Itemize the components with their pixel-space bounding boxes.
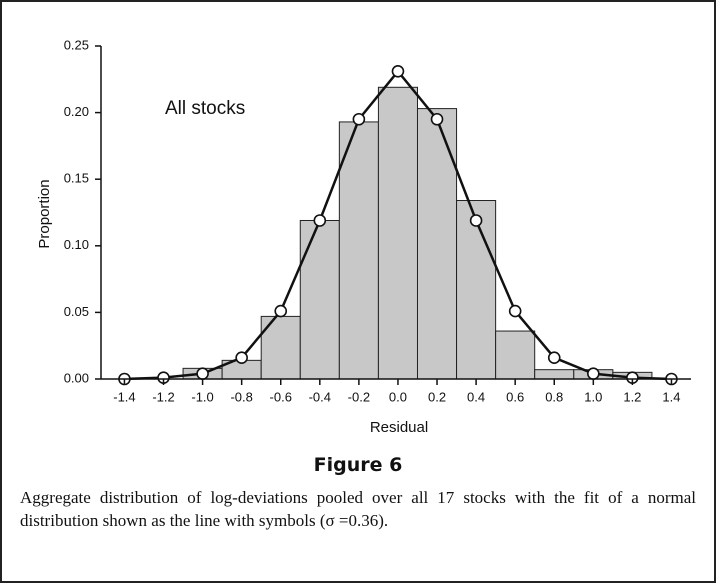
x-tick-label: -1.0 xyxy=(191,389,213,404)
fit-point xyxy=(235,351,248,364)
fit-point xyxy=(469,214,483,227)
fit-point xyxy=(547,351,561,364)
x-tick-label: -0.6 xyxy=(270,389,292,404)
y-axis-title: Proportion xyxy=(36,179,53,248)
fit-point xyxy=(352,112,366,126)
figure-caption: Aggregate distribution of log-deviations… xyxy=(20,488,696,530)
x-tick-label: -0.4 xyxy=(309,389,331,404)
x-tick-label: -1.2 xyxy=(152,389,174,404)
bar xyxy=(299,219,340,380)
x-tick-label: 0.2 xyxy=(428,389,446,404)
y-tick-label: 0.10 xyxy=(64,237,89,252)
x-tick-label: 1.2 xyxy=(623,389,641,404)
y-tick-label: 0.15 xyxy=(64,171,89,186)
bar xyxy=(377,86,418,380)
fit-point xyxy=(313,214,327,227)
bar xyxy=(495,330,536,380)
chart: All stocks Residual Proportion 0.00 0.05 0… xyxy=(36,37,691,436)
figure-label: Figure 6 xyxy=(313,454,403,476)
x-tick-label: -0.2 xyxy=(348,389,370,404)
y-tick-label: 0.20 xyxy=(64,104,89,119)
bar xyxy=(338,121,379,380)
fit-point xyxy=(430,112,444,126)
x-tick-label: 1.4 xyxy=(662,389,680,404)
fit-point xyxy=(196,367,209,380)
annotation: All stocks xyxy=(165,98,245,119)
x-tick-label: 0.8 xyxy=(545,389,563,404)
x-tick-label: 0.6 xyxy=(506,389,524,404)
x-tick-label: -1.4 xyxy=(113,389,135,404)
fit-point xyxy=(508,304,522,318)
x-axis-title: Residual xyxy=(370,419,428,436)
x-tick-label: 0.4 xyxy=(467,389,485,404)
y-tick-label: 0.00 xyxy=(64,370,89,385)
x-tick-label: 1.0 xyxy=(584,389,602,404)
x-tick-label: -0.8 xyxy=(230,389,252,404)
fit-point xyxy=(391,65,405,78)
bar xyxy=(534,369,575,380)
y-tick-label: 0.05 xyxy=(64,304,89,319)
bar xyxy=(456,200,497,380)
y-tick-label: 0.25 xyxy=(64,37,89,52)
fit-point xyxy=(587,367,600,380)
bar xyxy=(416,108,458,380)
fit-point xyxy=(274,304,288,318)
x-tick-label: 0.0 xyxy=(389,389,407,404)
